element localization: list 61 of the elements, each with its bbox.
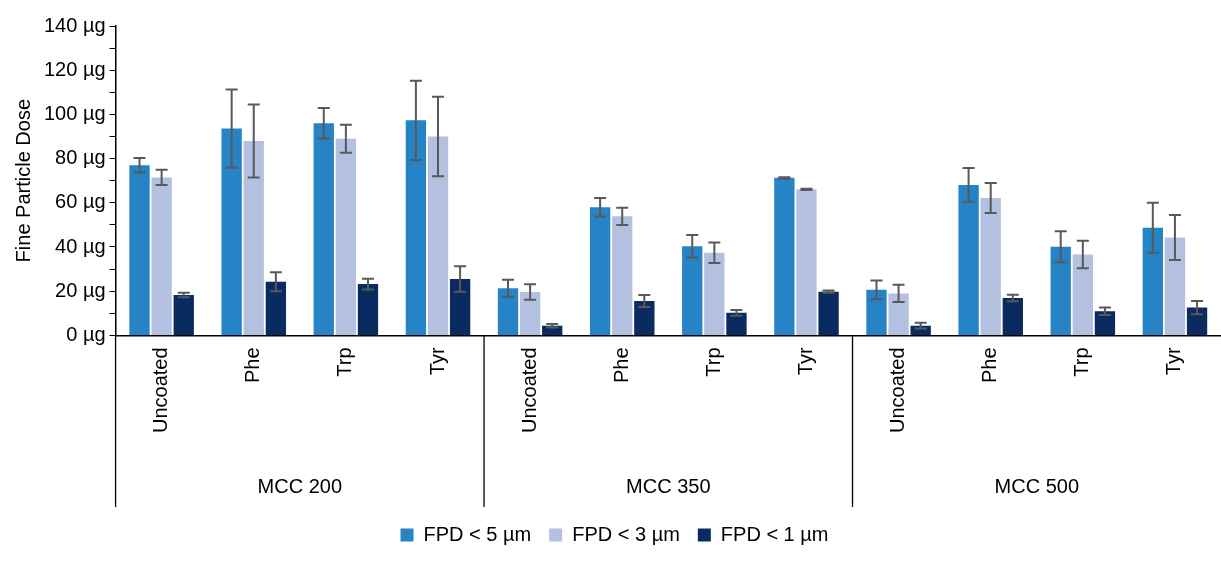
x-tick-label: Phe [241, 347, 264, 383]
bar [313, 123, 334, 335]
bar [818, 291, 839, 335]
bar [796, 189, 817, 335]
bar [1142, 227, 1163, 335]
x-tick-label: Uncoated [149, 347, 172, 434]
legend-label: FPD < 5 µm [423, 522, 532, 545]
legend-label: FPD < 3 µm [572, 522, 680, 545]
bar [612, 216, 633, 335]
bar [866, 289, 887, 335]
bar [682, 246, 703, 335]
bar [1186, 307, 1208, 335]
bar [265, 281, 287, 335]
y-tick-label: 120 µg [43, 57, 106, 80]
bar [1050, 246, 1071, 335]
text: MCC 200 [257, 474, 343, 497]
bar [774, 177, 795, 335]
bar [1002, 298, 1023, 335]
bar [335, 138, 357, 335]
y-tick-label: 40 µg [55, 234, 106, 257]
bar [427, 136, 449, 335]
bar [980, 197, 1001, 335]
x-tick-label: Tyr [425, 347, 448, 376]
x-tick-label: Uncoated [886, 347, 909, 434]
y-tick-label: 20 µg [55, 278, 106, 301]
bar [497, 288, 519, 335]
bar [958, 184, 979, 335]
bar [173, 294, 194, 335]
bar [449, 279, 471, 335]
bar [243, 140, 264, 335]
y-tick-label: 140 µg [43, 13, 106, 36]
y-tick-label: 100 µg [43, 101, 106, 124]
x-tick-label: Trp [1070, 347, 1093, 377]
bar [129, 165, 150, 335]
bar [1164, 237, 1186, 335]
text: MCC 350 [626, 474, 711, 497]
bar [1094, 311, 1116, 335]
y-tick-label: 60 µg [55, 190, 106, 213]
bar [151, 177, 172, 335]
bar [704, 252, 725, 335]
text: MCC 500 [994, 474, 1079, 497]
x-tick-label: Trp [333, 347, 356, 377]
y-axis-title: Fine Particle Dose [11, 98, 34, 263]
bar [519, 292, 541, 335]
x-tick-label: Trp [701, 347, 724, 377]
bar [634, 300, 655, 335]
bar [589, 207, 611, 335]
bar [221, 128, 242, 335]
bar [357, 284, 379, 335]
x-tick-label: Tyr [1162, 347, 1185, 376]
legend-label: FPD < 1 µm [720, 522, 829, 545]
y-tick-label: 80 µg [55, 146, 106, 169]
bar [405, 120, 427, 335]
x-tick-label: Tyr [793, 347, 816, 376]
bar [726, 312, 747, 335]
bar [1072, 254, 1093, 335]
bar [888, 293, 909, 335]
x-tick-label: Phe [978, 347, 1001, 383]
y-tick-label: 0 µg [66, 322, 106, 345]
x-tick-label: Phe [609, 347, 632, 383]
x-tick-label: Uncoated [517, 347, 540, 434]
